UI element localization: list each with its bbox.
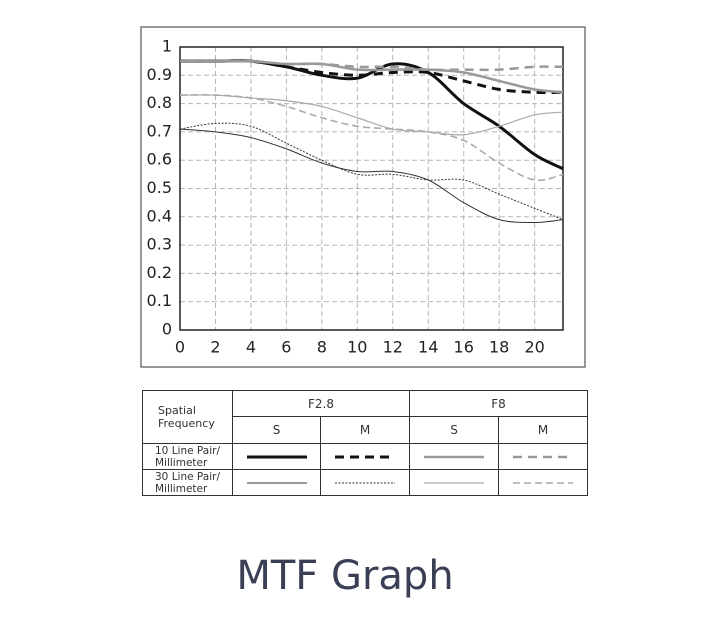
orientation-header: S (232, 416, 321, 444)
legend-sample (246, 482, 307, 483)
legend-sample-cell (232, 443, 321, 470)
y-tick-label: 0.3 (147, 235, 172, 254)
x-tick-label: 14 (418, 338, 438, 357)
series-line (179, 94, 564, 182)
x-tick-label: 20 (524, 338, 544, 357)
legend-sample (424, 481, 484, 484)
x-tick-label: 8 (317, 338, 327, 357)
series-line (180, 59, 564, 94)
legend-table: Spatial Frequency F2.8 F8 S M S M 10 Line Pair/… (142, 390, 588, 496)
y-tick-label: 1 (162, 37, 172, 56)
x-tick-label: 2 (210, 338, 220, 357)
corner-label: Spatial Frequency (142, 390, 233, 444)
series-line (180, 59, 564, 94)
legend-sample-cell (498, 469, 588, 496)
legend-sample (246, 455, 307, 458)
y-tick-label: 0.5 (147, 178, 172, 197)
x-tick-label: 16 (454, 338, 474, 357)
legend-sample-cell (409, 469, 499, 496)
y-tick-label: 0.9 (147, 65, 172, 84)
legend-sample (335, 482, 395, 483)
orientation-header: S (409, 416, 499, 444)
row-label: 10 Line Pair/ Millimeter (142, 443, 233, 470)
x-tick-label: 4 (246, 338, 256, 357)
y-tick-label: 0.1 (147, 291, 172, 310)
series-line (180, 59, 564, 72)
aperture-header: F8 (409, 390, 588, 417)
legend-sample-cell (320, 469, 410, 496)
legend-sample (513, 455, 573, 458)
chart-title: MTF Graph (236, 553, 453, 599)
y-tick-label: 0.2 (147, 263, 172, 282)
x-tick-label: 12 (383, 338, 403, 357)
series-line (179, 94, 564, 136)
x-tick-label: 0 (175, 338, 185, 357)
aperture-header: F2.8 (232, 390, 410, 417)
y-tick-label: 0 (162, 320, 172, 339)
legend-sample-cell (498, 443, 588, 470)
series-line (180, 59, 564, 171)
plot-area (179, 46, 564, 331)
x-tick-label: 18 (489, 338, 509, 357)
x-tick-label: 6 (281, 338, 291, 357)
legend-sample (513, 481, 573, 484)
x-tick-label: 10 (347, 338, 367, 357)
orientation-header: M (498, 416, 588, 444)
row-label: 30 Line Pair/ Millimeter (142, 469, 233, 496)
y-tick-label: 0.8 (147, 93, 172, 112)
series-line (179, 128, 564, 223)
legend-sample (424, 455, 484, 458)
chart-frame (140, 26, 586, 368)
y-tick-label: 0.6 (147, 150, 172, 169)
y-tick-label: 0.4 (147, 206, 172, 225)
legend-sample-cell (232, 469, 321, 496)
legend-sample-cell (320, 443, 410, 470)
orientation-header: M (320, 416, 410, 444)
legend-sample-cell (409, 443, 499, 470)
legend-sample (335, 455, 395, 458)
y-tick-label: 0.7 (147, 121, 172, 140)
series-line (179, 122, 564, 221)
